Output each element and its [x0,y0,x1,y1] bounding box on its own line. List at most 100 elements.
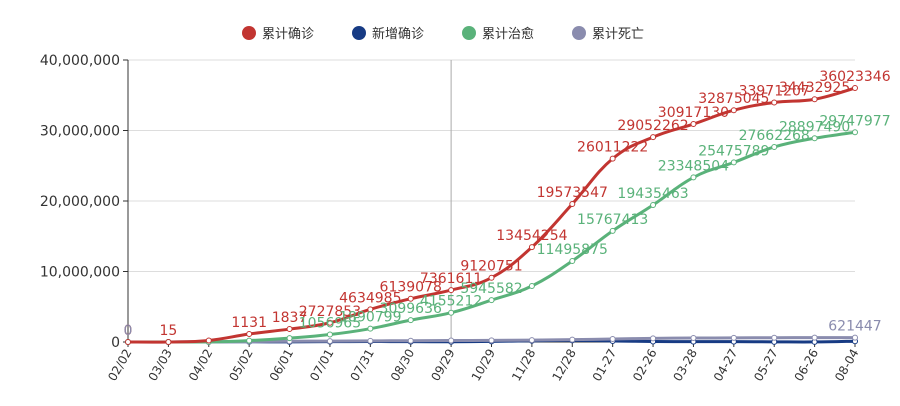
x-tick-label: 02/02 [105,347,134,384]
legend-item[interactable]: 新增确诊 [352,26,424,42]
data-point[interactable] [488,337,495,344]
data-label: 27662268 [739,128,810,144]
data-label: 19573547 [537,185,608,201]
data-point[interactable] [448,287,455,294]
data-point[interactable] [569,201,576,208]
x-tick-label: 07/31 [348,347,377,384]
data-point[interactable] [125,339,131,345]
data-point[interactable] [528,337,535,344]
x-tick-label: 03/03 [146,347,175,384]
data-point[interactable] [811,96,818,103]
data-label: 0 [124,323,133,339]
y-tick-label: 30,000,000 [40,124,120,140]
series-line [127,86,856,344]
y-tick-label: 10,000,000 [40,265,120,281]
data-point[interactable] [690,174,697,181]
data-point[interactable] [165,338,172,345]
x-tick-label: 06-26 [792,347,822,384]
data-point[interactable] [690,121,697,128]
data-point[interactable] [811,135,818,142]
data-point[interactable] [326,338,333,345]
data-point[interactable] [730,334,737,341]
data-label: 2727853 [299,304,361,320]
data-labels: 0 15 1131 183727278534634985613907873616119… [124,69,891,339]
legend-item[interactable]: 累计死亡 [572,26,644,42]
x-tick-label: 01-27 [590,347,620,384]
data-point[interactable] [367,325,374,332]
data-point[interactable] [326,319,333,326]
data-point[interactable] [407,337,414,344]
legend-marker-icon [352,26,366,40]
series-0 [125,85,858,345]
legend-label: 累计确诊 [262,27,314,42]
data-point[interactable] [205,337,212,344]
data-point[interactable] [448,337,455,344]
data-label: 23348504 [658,158,729,174]
x-tick-label: 03-28 [670,347,700,384]
x-tick-label: 02-26 [630,347,660,384]
legend[interactable]: 累计确诊 新增确诊 累计治愈 累计死亡 [242,26,644,42]
data-label: 1890799 [339,310,401,326]
data-point[interactable] [367,337,374,344]
data-point[interactable] [569,257,576,264]
data-point[interactable] [852,334,858,341]
data-point[interactable] [528,244,535,251]
y-tick-label: 20,000,000 [40,194,120,210]
data-point[interactable] [246,337,253,344]
data-point[interactable] [771,99,778,106]
data-point[interactable] [488,274,495,281]
data-point[interactable] [488,297,495,304]
grid-lines [128,59,855,272]
data-point[interactable] [609,227,616,234]
data-point[interactable] [367,306,374,313]
data-point[interactable] [650,134,657,141]
data-label: 25475789 [698,143,769,159]
x-tick-label: 10/29 [469,347,498,384]
data-label: 15 [159,323,177,339]
data-label: 29747977 [819,113,890,129]
data-point[interactable] [811,334,818,341]
data-point[interactable] [690,335,697,342]
data-point[interactable] [407,295,414,302]
series-2 [125,129,858,345]
data-point[interactable] [407,317,414,324]
data-point[interactable] [650,201,657,208]
series-line [127,130,856,344]
x-tick-label: 11/28 [509,347,538,384]
data-label: 3099636 [380,301,442,317]
data-point[interactable] [528,282,535,289]
legend-marker-icon [242,26,256,40]
data-point[interactable] [730,159,737,166]
data-label: 28897490 [779,119,850,135]
data-point[interactable] [609,335,616,342]
x-tick-label: 05-27 [751,347,781,384]
data-point[interactable] [852,129,858,136]
data-point[interactable] [326,331,333,338]
data-label: 26011222 [577,140,648,156]
data-point[interactable] [246,331,253,338]
data-point[interactable] [569,336,576,343]
legend-label: 累计死亡 [592,27,644,42]
x-tick-label: 04-27 [711,347,741,384]
data-point[interactable] [609,155,616,162]
data-point[interactable] [286,326,293,333]
data-point[interactable] [771,334,778,341]
x-tick-label: 04/02 [186,347,215,384]
data-label: 5945582 [460,281,522,297]
data-label: 4155212 [420,294,482,310]
data-label: 1131 [231,315,267,331]
legend-marker-icon [572,26,586,40]
data-label: 7361611 [420,271,482,287]
data-point[interactable] [286,335,293,342]
data-point[interactable] [771,143,778,150]
legend-item[interactable]: 累计治愈 [462,26,534,42]
data-label: 15767413 [577,212,648,228]
data-point[interactable] [730,107,737,114]
data-label: 36023346 [819,69,890,85]
data-point[interactable] [852,85,858,92]
data-label: 19435463 [617,186,688,202]
legend-item[interactable]: 累计确诊 [242,26,314,42]
data-point[interactable] [448,309,455,316]
data-point[interactable] [650,335,657,342]
